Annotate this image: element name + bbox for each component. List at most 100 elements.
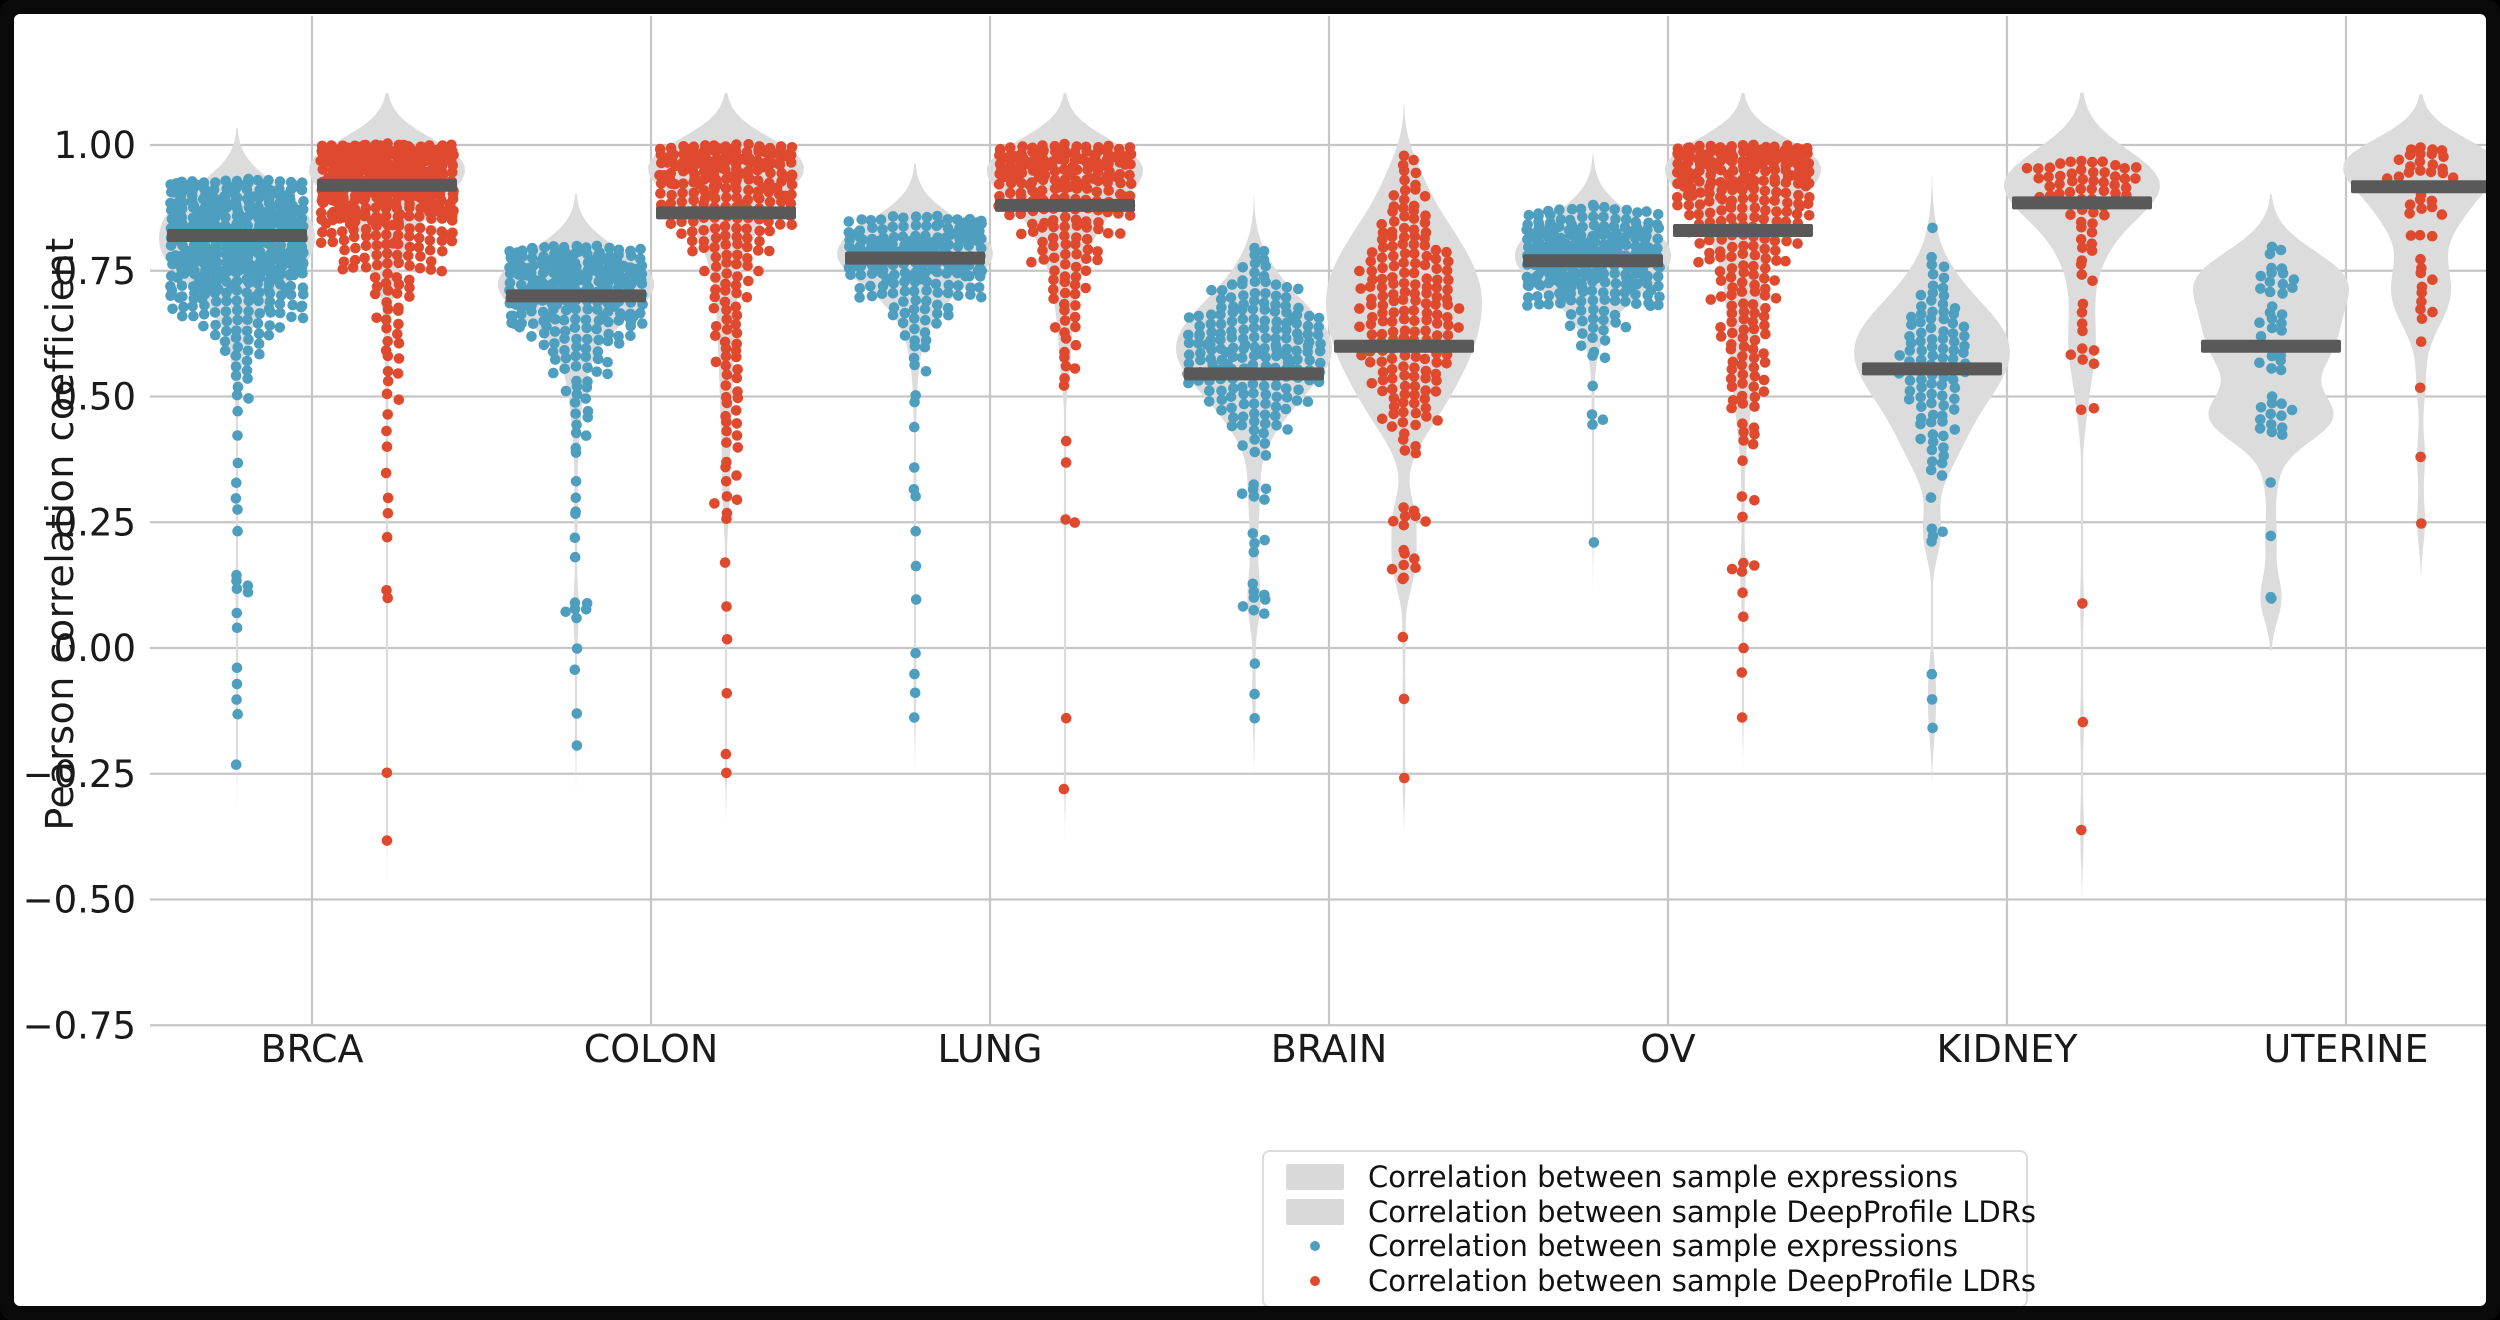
swarm-dot bbox=[1936, 470, 1948, 481]
swarm-dot bbox=[1081, 222, 1093, 233]
swarm-dot bbox=[1388, 190, 1400, 201]
swarm-dot bbox=[253, 295, 264, 307]
swarm-dot bbox=[764, 196, 776, 208]
swarm-dot bbox=[231, 575, 242, 587]
swarm-dot bbox=[688, 194, 699, 206]
swarm-dot bbox=[699, 265, 710, 277]
swarm-dot bbox=[548, 367, 559, 379]
swarm-dot bbox=[721, 257, 732, 268]
median-bar bbox=[167, 229, 307, 243]
swarm-dot bbox=[763, 186, 775, 198]
swarm-dot bbox=[931, 318, 942, 329]
swarm-dot bbox=[221, 315, 233, 327]
swarm-dot bbox=[1376, 413, 1388, 425]
swarm-dot bbox=[176, 280, 188, 292]
swarm-dot bbox=[952, 267, 963, 279]
swarm-dot bbox=[242, 345, 254, 357]
swarm-dot bbox=[887, 221, 898, 233]
swarm-dot bbox=[1410, 447, 1422, 459]
swarm-dot bbox=[371, 220, 382, 232]
swarm-dot bbox=[284, 270, 296, 281]
swarm-dot bbox=[570, 427, 582, 439]
swarm-dot bbox=[570, 248, 581, 259]
swarm-dot bbox=[1280, 403, 1292, 415]
swarm-dot bbox=[446, 235, 458, 247]
swarm-dot bbox=[1737, 248, 1749, 260]
swarm-dot bbox=[1059, 304, 1070, 316]
swarm-dot bbox=[1577, 315, 1588, 327]
swarm-dot bbox=[1183, 377, 1194, 389]
swarm-dot bbox=[752, 245, 764, 256]
swarm-dot bbox=[1258, 245, 1270, 257]
swarm-dot bbox=[732, 442, 744, 453]
legend: Correlation between sample expressions C… bbox=[1262, 1150, 2036, 1306]
swarm-dot bbox=[1292, 354, 1303, 365]
swarm-dot bbox=[1059, 276, 1071, 288]
swarm-dot bbox=[221, 295, 232, 307]
swarm-dot bbox=[243, 277, 255, 289]
swarm-dot bbox=[899, 276, 910, 288]
swarm-dot bbox=[786, 179, 798, 191]
swarm-dot bbox=[754, 225, 765, 237]
swarm-dot bbox=[1771, 206, 1782, 217]
swarm-dot bbox=[2287, 282, 2298, 294]
swarm-dot bbox=[875, 214, 887, 225]
swarm-dot bbox=[731, 287, 742, 299]
swarm-dot bbox=[720, 230, 731, 241]
swarm-dot bbox=[1621, 239, 1632, 251]
swarm-dot bbox=[1410, 258, 1421, 269]
swarm-dot bbox=[1672, 199, 1683, 211]
swarm-dot bbox=[1758, 348, 1769, 359]
swarm-dot bbox=[2075, 404, 2087, 416]
swarm-dot bbox=[243, 334, 254, 345]
swarm-dot bbox=[1399, 370, 1410, 381]
swarm-dot bbox=[910, 647, 921, 659]
swarm-dot bbox=[676, 228, 687, 239]
x-category-label: COLON bbox=[584, 1027, 719, 1071]
swarm-dot bbox=[413, 232, 425, 244]
swarm-dot bbox=[2276, 398, 2287, 410]
swarm-dot bbox=[1389, 216, 1400, 227]
swarm-dot bbox=[867, 222, 878, 234]
swarm-dot bbox=[382, 409, 394, 420]
swarm-dot bbox=[2416, 203, 2427, 214]
swarm-dot bbox=[1927, 222, 1938, 234]
swarm-dot bbox=[1236, 352, 1248, 364]
swarm-dot bbox=[1938, 261, 1950, 273]
swarm-dot bbox=[231, 694, 242, 705]
swarm-dot bbox=[571, 643, 583, 654]
swarm-dot bbox=[1183, 312, 1195, 323]
swarm-dot bbox=[1645, 300, 1656, 312]
swarm-dot bbox=[698, 242, 710, 254]
violin-shape bbox=[159, 128, 315, 816]
swarm-dot bbox=[2266, 267, 2277, 279]
swarm-dot bbox=[772, 158, 784, 169]
swarm-dot bbox=[1748, 192, 1759, 203]
swarm-dot bbox=[2265, 408, 2276, 420]
swarm-dot bbox=[754, 236, 765, 247]
swarm-dot bbox=[1715, 251, 1726, 263]
swarm-dot bbox=[230, 332, 242, 344]
swarm-dot bbox=[1726, 402, 1737, 414]
swarm-dot bbox=[1048, 240, 1059, 252]
swarm-dot bbox=[1564, 320, 1576, 332]
swarm-dot bbox=[2255, 283, 2266, 294]
swarm-dot bbox=[910, 295, 922, 306]
swarm-dot bbox=[1725, 343, 1737, 355]
swarm-dot bbox=[1388, 516, 1399, 527]
swarm-dot bbox=[1092, 175, 1104, 187]
swarm-dot bbox=[603, 316, 614, 328]
swarm-dot bbox=[942, 214, 953, 225]
swarm-dot bbox=[382, 492, 394, 504]
median-bar bbox=[506, 289, 646, 303]
swarm-dot bbox=[1771, 255, 1782, 266]
swarm-dot bbox=[1238, 398, 1250, 410]
swarm-dot bbox=[1419, 240, 1431, 251]
swarm-dot bbox=[1259, 534, 1270, 546]
y-tick-label: 1.00 bbox=[54, 124, 136, 167]
swarm-dot bbox=[1183, 329, 1194, 341]
swarm-dot bbox=[1630, 233, 1641, 244]
swarm-dot bbox=[591, 323, 602, 335]
swarm-dot bbox=[1059, 352, 1070, 363]
swarm-dot bbox=[298, 196, 309, 207]
